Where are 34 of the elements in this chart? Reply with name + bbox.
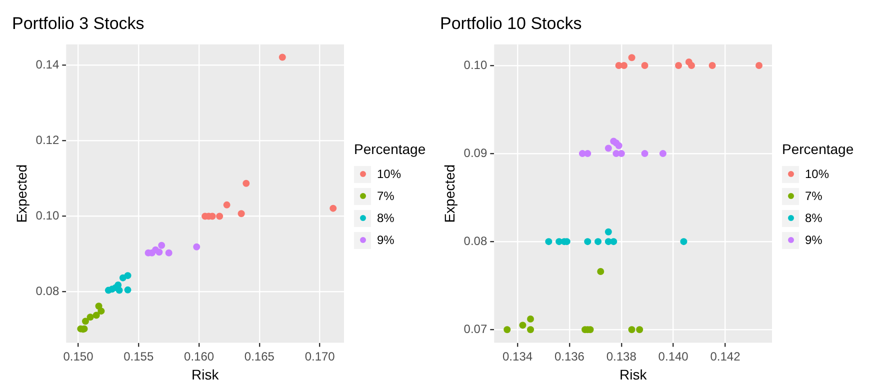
legend-label: 8% (377, 211, 394, 225)
x-tick-label: 0.136 (554, 349, 585, 364)
x-tick-label: 0.138 (606, 349, 637, 364)
x-tick-label: 0.165 (244, 349, 275, 364)
x-tick-label: 0.155 (124, 349, 154, 364)
x-tick-label: 0.134 (502, 349, 533, 364)
chart-title: Portfolio 3 Stocks (12, 14, 144, 33)
y-tick-label: 0.14 (36, 57, 60, 72)
x-tick-label: 0.160 (184, 349, 214, 364)
chart-title: Portfolio 10 Stocks (440, 14, 582, 33)
x-tick-label: 0.170 (304, 349, 336, 364)
x-tick-label: 0.150 (63, 349, 94, 364)
legend-title: Percentage (354, 141, 427, 157)
y-tick-label: 0.12 (36, 133, 60, 148)
y-tick-label: 0.08 (464, 234, 488, 248)
y-axis-title: Expected (13, 164, 30, 223)
legend-label: 9% (805, 233, 822, 247)
legend-label: 10% (805, 167, 830, 181)
legend-label: 8% (805, 211, 822, 225)
legend-label: 7% (377, 189, 394, 203)
y-tick-label: 0.08 (36, 284, 60, 298)
y-axis-title: Expected (441, 164, 458, 223)
x-axis-title: Risk (619, 366, 648, 382)
legend-label: 7% (805, 189, 822, 203)
y-tick-label: 0.09 (464, 146, 488, 160)
y-tick-label: 0.07 (464, 322, 488, 336)
legend-label: 9% (377, 233, 394, 247)
x-tick-label: 0.142 (710, 349, 741, 364)
x-tick-label: 0.140 (658, 349, 689, 364)
y-tick-label: 0.10 (36, 208, 60, 223)
legend-label: 10% (377, 167, 402, 181)
legend-title: Percentage (782, 141, 855, 157)
x-axis-title: Risk (191, 366, 220, 382)
y-tick-label: 0.10 (464, 58, 488, 72)
